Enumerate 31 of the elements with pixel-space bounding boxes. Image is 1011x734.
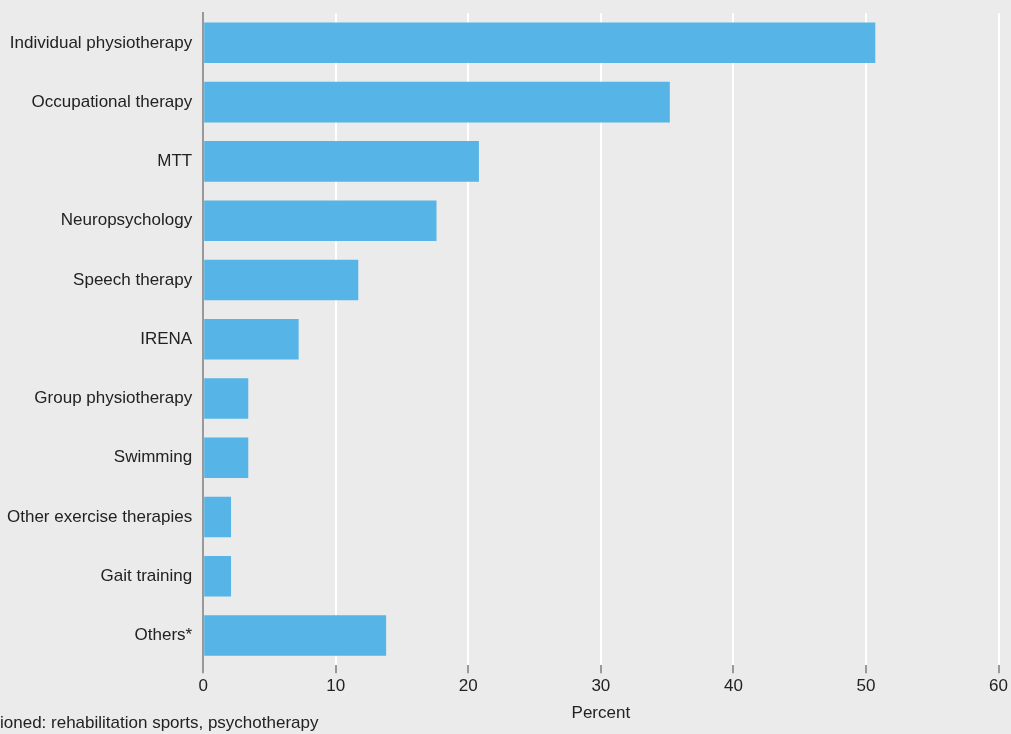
- x-tick-label: 60: [989, 676, 1009, 696]
- y-tick-label: Others*: [134, 625, 193, 645]
- x-tick-label: 30: [591, 676, 611, 696]
- bar: [204, 141, 479, 182]
- y-tick-label: IRENA: [140, 328, 193, 348]
- bar: [204, 318, 299, 360]
- y-tick-label: Gait training: [100, 565, 193, 585]
- bar: [204, 22, 876, 64]
- x-tick-label: 0: [198, 676, 208, 696]
- bar: [204, 81, 670, 123]
- y-tick-label: Other exercise therapies: [7, 506, 193, 526]
- y-tick-label: Individual physiotherapy: [9, 32, 193, 52]
- bar: [204, 615, 387, 656]
- y-tick-label: Occupational therapy: [31, 91, 193, 111]
- bar: [204, 556, 232, 597]
- bar: [204, 200, 437, 241]
- x-tick-label: 40: [723, 676, 743, 696]
- y-tick-label: Speech therapy: [73, 269, 193, 289]
- y-tick-label: MTT: [157, 151, 193, 171]
- bar: [204, 437, 249, 479]
- bar: [204, 259, 359, 301]
- y-tick-label: Neuropsychology: [60, 210, 193, 230]
- text: ioned: rehabilitation sports, psychotherapy: [0, 713, 319, 733]
- x-tick-label: 20: [458, 676, 478, 696]
- bar: [204, 378, 249, 419]
- y-tick-label: Group physiotherapy: [34, 388, 193, 408]
- x-tick-label: 50: [856, 676, 876, 696]
- x-axis-title: Percent: [571, 703, 631, 723]
- x-tick-label: 10: [326, 676, 346, 696]
- bar: [204, 496, 232, 538]
- y-tick-label: Swimming: [113, 447, 193, 467]
